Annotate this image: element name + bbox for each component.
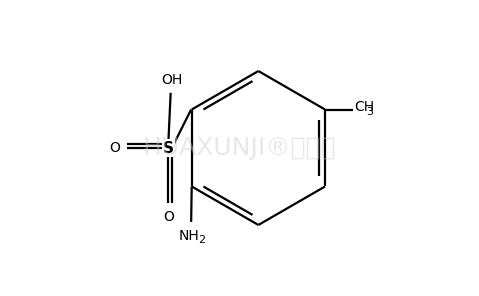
Text: HUAXUNJI®化学加: HUAXUNJI®化学加 (143, 136, 336, 160)
Text: O: O (163, 210, 174, 224)
Text: 3: 3 (366, 107, 373, 117)
Text: CH: CH (354, 100, 375, 114)
Text: OH: OH (161, 73, 183, 87)
Text: 2: 2 (198, 235, 205, 245)
Text: S: S (163, 141, 174, 155)
Text: NH: NH (179, 229, 200, 243)
Text: O: O (109, 141, 120, 155)
